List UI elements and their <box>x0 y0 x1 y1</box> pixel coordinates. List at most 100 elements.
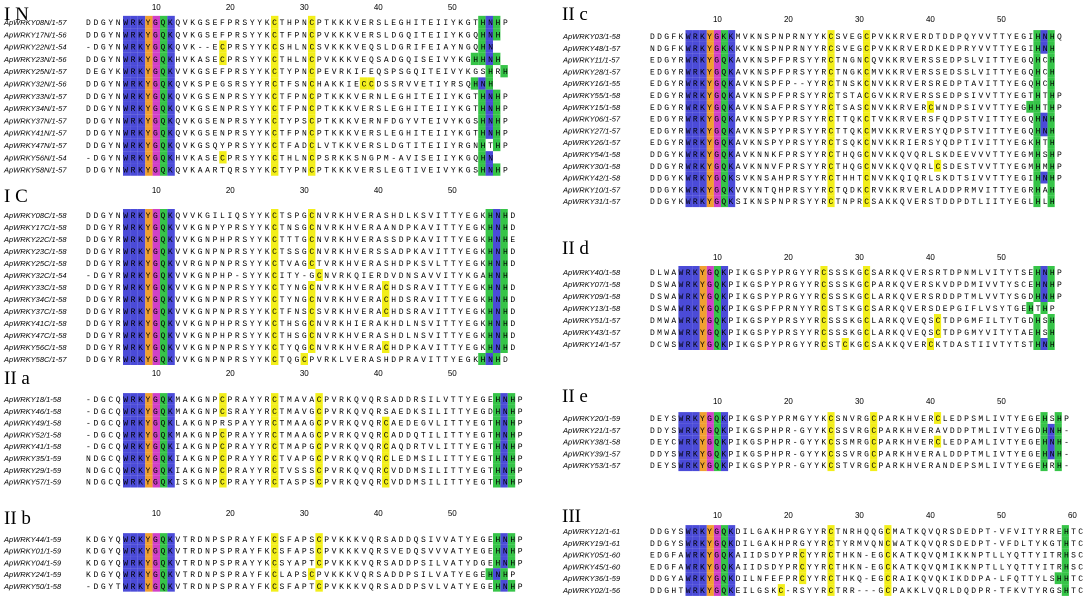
residue-highlight <box>152 353 160 365</box>
residue-highlight <box>152 533 160 545</box>
residue-highlight <box>145 40 153 53</box>
residue-highlight <box>271 126 279 139</box>
residue-highlight <box>145 533 153 545</box>
residue-highlight <box>152 317 160 329</box>
residue-highlight <box>500 556 508 569</box>
residue-highlight <box>130 305 138 317</box>
residue-highlight <box>1040 423 1048 436</box>
ruler-number: 30 <box>300 509 309 518</box>
ruler-number: 30 <box>855 15 864 24</box>
residue-highlight <box>271 428 279 441</box>
residue-highlight <box>315 463 323 476</box>
residue-highlight <box>160 428 168 441</box>
residue-highlight <box>167 317 175 329</box>
residue-highlight <box>685 159 693 172</box>
residue-highlight <box>699 266 707 278</box>
residue-highlight <box>1047 159 1055 172</box>
residue-highlight <box>1047 124 1055 137</box>
residue-highlight <box>713 77 721 90</box>
residue-highlight <box>507 404 516 417</box>
residue-highlight <box>493 440 501 453</box>
residue-highlight <box>130 544 138 557</box>
residue-highlight <box>130 568 138 580</box>
residue-highlight <box>692 278 700 290</box>
residue-highlight <box>721 266 729 278</box>
residue-highlight <box>160 579 168 592</box>
residue-highlight <box>870 423 878 436</box>
residue-highlight <box>827 183 835 196</box>
sequence: DDGHTWRKYGQKEILGSKC-RSYYRCTRR---GCPAKKLV… <box>650 587 1084 596</box>
residue-highlight <box>500 221 508 233</box>
sequence-name: ApWRKY58C/1-57 <box>3 355 67 364</box>
sequence: DMWAWRKYGQKPIKGSPYPRSYYRCSSSKGCLARKQVEQS… <box>650 329 1055 338</box>
residue-highlight <box>160 257 168 269</box>
residue-highlight <box>728 548 736 561</box>
residue-highlight <box>820 266 828 278</box>
ruler-number: 50 <box>448 509 457 518</box>
residue-highlight <box>692 435 700 448</box>
residue-highlight <box>123 329 131 341</box>
residue-highlight <box>500 452 508 464</box>
residue-highlight <box>721 89 729 101</box>
residue-highlight <box>167 416 175 429</box>
residue-highlight <box>685 435 693 448</box>
residue-highlight <box>500 579 508 592</box>
residue-highlight <box>1033 136 1041 149</box>
residue-highlight <box>152 233 160 245</box>
residue-highlight <box>863 302 871 314</box>
residue-highlight <box>721 65 729 78</box>
residue-highlight <box>685 195 693 208</box>
residue-highlight <box>271 52 279 66</box>
residue-highlight <box>308 317 316 329</box>
residue-highlight <box>130 209 138 221</box>
residue-highlight <box>721 302 729 314</box>
residue-highlight <box>271 404 279 417</box>
residue-highlight <box>728 572 736 585</box>
residue-highlight <box>167 269 175 281</box>
residue-highlight <box>678 290 686 302</box>
sequence: EDGYRWRKYGQKAVKNSPFP--YYRCTNSKCNVKKRVERS… <box>650 80 1055 89</box>
sequence: -DGYNWRKYGQKQVK--ECPRSYYKCSHLNCSVKKKVEQS… <box>86 44 493 53</box>
residue-highlight <box>706 412 714 424</box>
sequence-name: ApWRKY32C/1-54 <box>3 271 67 280</box>
residue-highlight <box>152 101 160 115</box>
residue-highlight <box>721 536 729 549</box>
residue-highlight <box>706 584 714 596</box>
sequence: DEGYKWRKYGQKVVKGSEFPRSYYKCTYPNCPEVRKIFEQ… <box>86 68 508 77</box>
residue-highlight <box>706 65 714 78</box>
residue-highlight <box>130 393 138 405</box>
residue-highlight <box>713 435 721 448</box>
sequence: EDGYRWRKYGQKAVKNSPYPRSYYRCTTQKCMVKKRVERS… <box>650 127 1055 136</box>
group-label: III <box>562 506 581 527</box>
residue-highlight <box>500 544 508 557</box>
residue-highlight <box>271 463 279 476</box>
residue-highlight <box>130 138 138 152</box>
sequence-name: ApWRKY37C/1-58 <box>3 307 67 316</box>
sequence-name: ApWRKY23N/1-56 <box>3 55 67 64</box>
residue-highlight <box>685 278 693 290</box>
residue-highlight <box>271 77 279 90</box>
residue-highlight <box>145 233 153 245</box>
residue-highlight <box>1054 459 1062 472</box>
residue-highlight <box>145 353 153 365</box>
sequence: -DGYRWRKYGQKVVKGNPHP-SYYKCITY-GCNVRKQIER… <box>86 272 508 281</box>
residue-highlight <box>167 533 175 545</box>
sequence: DDGYNWRKYGQKQVKGSENPRSYYKCTFPNCPTKKKVERS… <box>86 130 508 139</box>
residue-highlight <box>820 314 828 326</box>
sequence: DLWAWRKYGQKPIKGSPYPRGYYRCSSSKGCSARKQVERS… <box>650 269 1062 278</box>
residue-highlight <box>145 209 153 221</box>
ruler-number: 30 <box>300 3 309 12</box>
sequence-name: ApWRKY27/1-57 <box>562 126 621 135</box>
residue-highlight <box>167 568 175 580</box>
residue-highlight <box>152 475 160 488</box>
residue-highlight <box>485 257 493 269</box>
residue-highlight <box>827 89 835 101</box>
residue-highlight <box>1054 423 1062 436</box>
residue-highlight <box>123 114 131 127</box>
residue-highlight <box>123 533 131 545</box>
residue-highlight <box>1033 195 1041 208</box>
residue-highlight <box>884 525 892 537</box>
ruler-number: 50 <box>997 253 1006 262</box>
sequence-name: ApWRKY25N/1-57 <box>3 67 67 76</box>
residue-highlight <box>692 171 700 184</box>
